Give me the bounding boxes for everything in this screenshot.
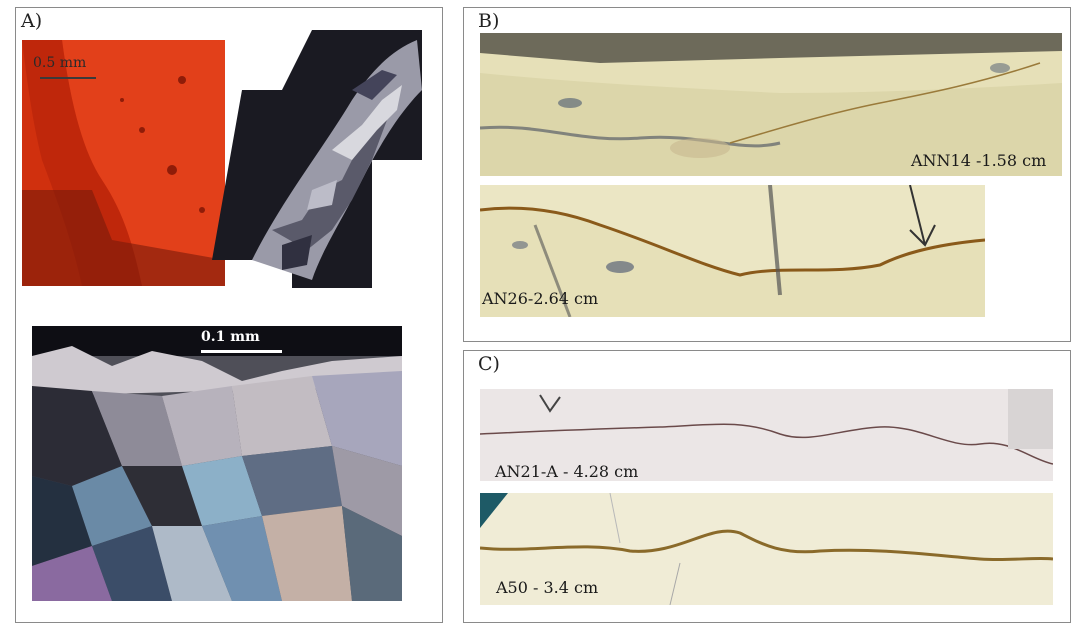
scale-label-bottom: 0.1 mm — [201, 329, 260, 345]
calcite-crystal-image — [32, 326, 402, 601]
sample-ann14-caption: ANN14 -1.58 cm — [911, 151, 1047, 170]
sample-ann14-image — [480, 33, 1062, 176]
sample-an26-image — [480, 185, 985, 317]
cross-polarized-mosaic — [212, 30, 422, 288]
panel-a-label: A) — [21, 10, 43, 32]
scale-bar-bottom — [201, 350, 282, 353]
sample-an21a-image — [480, 389, 1053, 481]
scale-label-top: 0.5 mm — [33, 55, 87, 71]
sample-a50-image — [480, 493, 1053, 605]
cathodoluminescence-image — [22, 40, 225, 286]
panel-a: A) 0.5 mm — [15, 7, 443, 623]
sample-an21a-caption: AN21-A - 4.28 cm — [495, 462, 639, 481]
scale-bar-top — [40, 77, 96, 79]
sample-an26-caption: AN26-2.64 cm — [482, 289, 599, 308]
sample-a50-caption: A50 - 3.4 cm — [496, 578, 599, 597]
panel-c-label: C) — [478, 353, 500, 375]
panel-b: B) ANN14 -1.58 cm AN26-2.64 cm — [463, 7, 1071, 342]
panel-c: C) AN21-A - 4.28 cm A50 - 3.4 cm — [463, 350, 1071, 623]
panel-b-label: B) — [478, 10, 500, 32]
